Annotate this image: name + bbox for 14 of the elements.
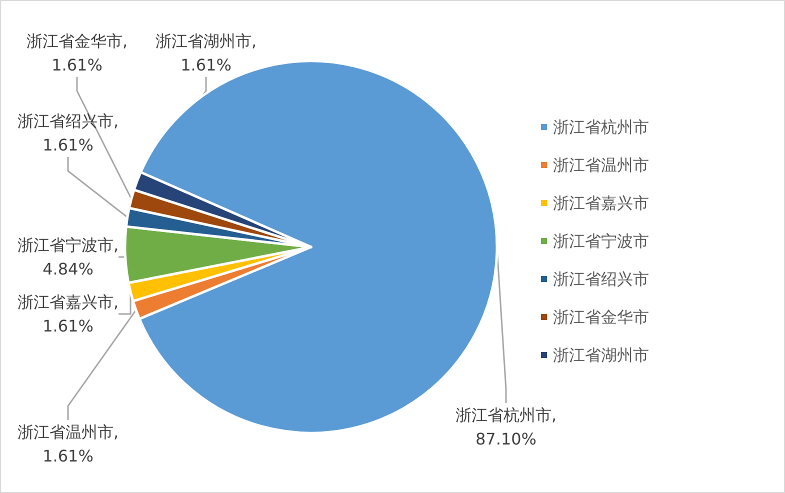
legend-label: 浙江省绍兴市 <box>553 270 649 288</box>
legend-label: 浙江省湖州市 <box>553 346 649 364</box>
data-label: 浙江省金华市, 1.61% <box>26 32 128 74</box>
legend-label: 浙江省温州市 <box>553 156 649 174</box>
data-label: 浙江省嘉兴市, 1.61% <box>17 292 119 336</box>
data-label: 浙江省宁波市, 4.84% <box>17 236 119 278</box>
legend-label: 浙江省嘉兴市 <box>553 194 649 212</box>
data-label: 浙江省杭州市, 87.10% <box>455 406 557 448</box>
data-label: 浙江省温州市, 1.61% <box>17 422 119 466</box>
data-label: 浙江省绍兴市, 1.61% <box>17 112 119 154</box>
legend-label: 浙江省金华市 <box>553 308 649 326</box>
legend-label: 浙江省宁波市 <box>553 232 649 250</box>
data-label: 浙江省湖州市, 1.61% <box>155 32 257 74</box>
legend-label: 浙江省杭州市 <box>553 118 649 136</box>
